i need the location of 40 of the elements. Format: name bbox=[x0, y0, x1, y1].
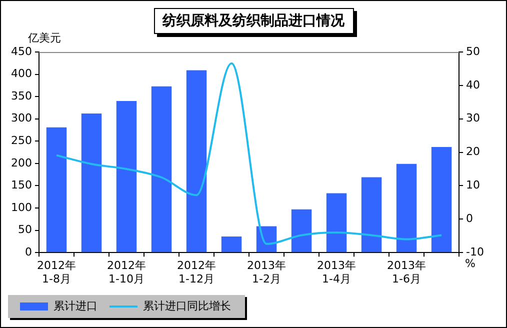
y2-tick-label: -10 bbox=[466, 245, 484, 258]
x-tick-label: 2012年 1-10月 bbox=[107, 259, 146, 286]
legend-label: 累计进口 bbox=[54, 299, 98, 312]
y-tick-label: 200 bbox=[10, 156, 32, 170]
y2-tick-label: 20 bbox=[466, 145, 480, 158]
y-tick-label: 250 bbox=[10, 134, 32, 148]
bar bbox=[116, 101, 137, 252]
y2-tick-label: 30 bbox=[466, 112, 480, 125]
y-tick-label: 100 bbox=[10, 200, 32, 214]
y-tick-label: 300 bbox=[10, 112, 32, 125]
x-tick-label: 2013年 1-2月 bbox=[247, 259, 286, 286]
chart-title: 纺织原料及纺织制品进口情况 bbox=[154, 8, 354, 34]
y-tick-label: 350 bbox=[10, 89, 32, 102]
bar bbox=[186, 70, 207, 252]
x-tick-label: 2012年 1-8月 bbox=[36, 259, 76, 286]
bar bbox=[431, 146, 452, 252]
y2-tick-label: 0 bbox=[466, 212, 474, 226]
bar bbox=[361, 177, 382, 252]
bar bbox=[291, 209, 312, 252]
bar bbox=[151, 86, 172, 252]
x-tick-label: 2013年 1-6月 bbox=[387, 259, 426, 286]
y2-tick-label: 50 bbox=[466, 44, 480, 58]
bar bbox=[396, 164, 417, 252]
y-tick-label: 150 bbox=[10, 178, 32, 192]
y2-tick-label: 10 bbox=[466, 178, 480, 192]
bar bbox=[81, 114, 102, 252]
y-tick-label: 50 bbox=[18, 223, 32, 236]
x-tick-label: 2013年 1-4月 bbox=[317, 259, 356, 286]
legend-label: 累计进口同比增长 bbox=[143, 299, 231, 312]
y-tick-label: 0 bbox=[24, 245, 32, 258]
y2-tick-label: 40 bbox=[466, 78, 480, 92]
bar bbox=[326, 193, 347, 252]
bar bbox=[221, 236, 242, 252]
y2-axis-title: % bbox=[465, 256, 476, 270]
y-axis-title: 亿美元 bbox=[27, 31, 61, 44]
line-series bbox=[55, 62, 443, 245]
y-tick-label: 400 bbox=[10, 67, 32, 80]
y-tick-label: 450 bbox=[10, 44, 32, 58]
x-tick-label: 2012年 1-12月 bbox=[177, 259, 216, 286]
bar bbox=[46, 127, 67, 252]
